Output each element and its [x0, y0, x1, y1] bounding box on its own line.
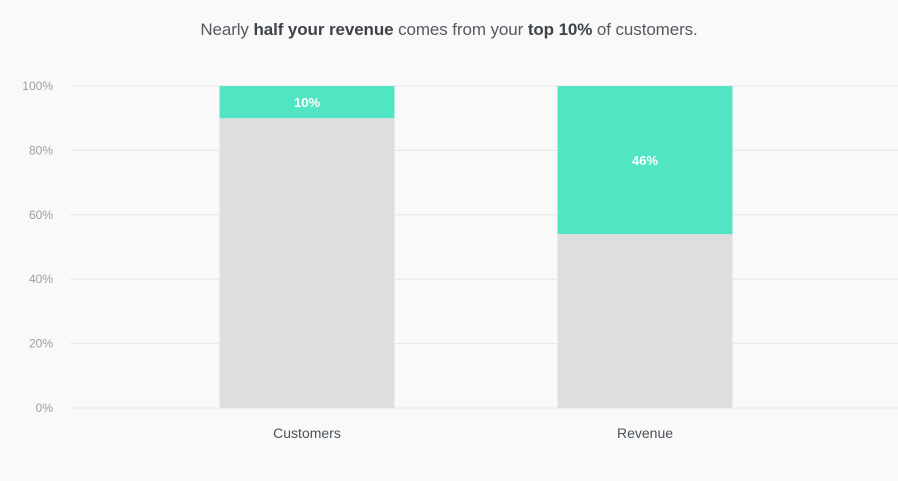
chart-title: Nearly half your revenue comes from your…: [0, 20, 898, 40]
y-tick-label: 0%: [36, 401, 54, 415]
bar-segment: [219, 86, 395, 119]
bars: 10% 46%: [219, 86, 733, 408]
y-tick-label: 60%: [29, 208, 53, 222]
bar-segment: [557, 234, 733, 408]
title-bold-1: half your revenue: [253, 20, 394, 39]
y-tick-label: 80%: [29, 143, 53, 157]
data-label: 10%: [294, 95, 320, 110]
bar-segment: [219, 118, 395, 408]
title-part-2: comes from your: [393, 20, 528, 39]
y-tick-label: 100%: [22, 79, 53, 93]
y-tick-label: 40%: [29, 272, 53, 286]
x-category-label: Revenue: [617, 425, 673, 441]
gridlines: [70, 85, 898, 409]
title-part-1: Nearly: [200, 20, 254, 39]
bar-segment: [557, 86, 733, 235]
y-axis-ticks: 0% 20% 40% 60% 80% 100%: [22, 79, 53, 415]
y-tick-label: 20%: [29, 337, 53, 351]
x-category-label: Customers: [273, 425, 341, 441]
title-bold-2: top 10%: [527, 20, 593, 39]
data-label: 46%: [632, 153, 658, 168]
x-axis-labels: Customers Revenue: [273, 425, 673, 441]
title-part-3: of customers.: [592, 20, 698, 39]
